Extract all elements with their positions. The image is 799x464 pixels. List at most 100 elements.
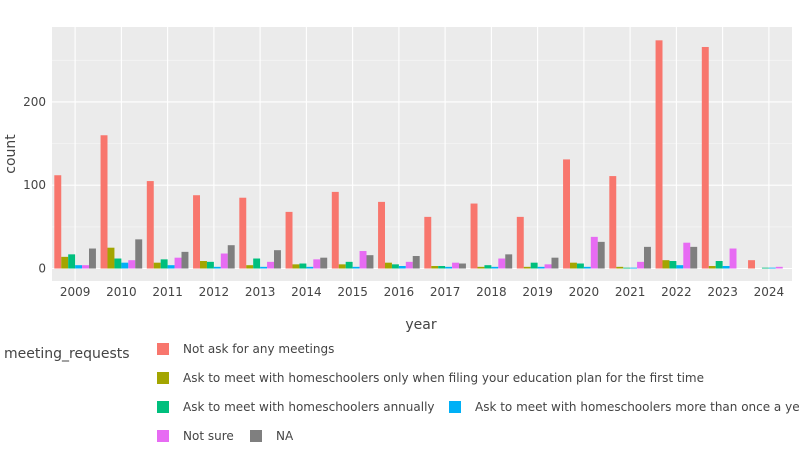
bar (378, 201, 385, 269)
bar (366, 255, 374, 269)
bar (722, 266, 730, 269)
bar (761, 267, 769, 269)
plot-background (52, 27, 792, 281)
bar (338, 264, 346, 269)
bar (239, 197, 247, 269)
bar (424, 216, 432, 269)
bar (477, 266, 485, 269)
x-tick-label: 2017 (430, 285, 461, 299)
y-axis-title: count (3, 134, 19, 174)
grid-minor (52, 59, 792, 228)
bar (438, 266, 446, 269)
legend-entry-label: Ask to meet with homeschoolers only when… (183, 371, 704, 385)
legend-entry-label: Not sure (183, 429, 234, 443)
bar (498, 258, 506, 269)
bar (609, 176, 617, 269)
y-tick-labels: 0 100 200 (23, 95, 46, 276)
bar (274, 250, 281, 269)
bar (576, 263, 584, 269)
bar (563, 159, 570, 269)
bar (352, 266, 360, 269)
x-tick-labels: 2009 2010 2011 2012 2013 2014 2015 2016 2017 2018… (60, 285, 784, 299)
bar (616, 266, 624, 269)
bar (516, 216, 524, 269)
bar (61, 256, 69, 269)
bar (181, 251, 189, 269)
bar (505, 254, 513, 269)
y-tick-label: 200 (23, 95, 46, 109)
x-tick-label: 2018 (476, 285, 507, 299)
bar (644, 246, 651, 269)
bar (597, 241, 605, 269)
bar (391, 264, 399, 269)
bar (359, 251, 367, 269)
bar (445, 266, 453, 269)
bar (299, 263, 307, 269)
bar (715, 261, 723, 269)
bar (167, 265, 175, 269)
x-tick-label: 2014 (291, 285, 322, 299)
legend-entry-label: Ask to meet with homeschoolers annually (183, 400, 435, 414)
legend-swatch (157, 430, 169, 442)
bar (775, 266, 783, 269)
bar (128, 260, 136, 269)
bar (213, 266, 221, 269)
legend-swatch (157, 372, 169, 384)
bar (523, 266, 531, 269)
legend-swatch (449, 401, 461, 413)
bar (313, 259, 321, 269)
bar (676, 265, 684, 269)
bars (54, 40, 783, 269)
bar (570, 262, 577, 269)
bar (431, 266, 439, 269)
bar (267, 261, 274, 269)
bar (174, 257, 182, 269)
bar (459, 263, 466, 269)
bar (491, 266, 499, 269)
bar (412, 256, 420, 269)
bar (405, 261, 413, 269)
bar (544, 264, 552, 269)
y-tick-label: 100 (23, 178, 46, 192)
bar (153, 262, 161, 269)
bar (690, 246, 698, 269)
legend-entry-label: NA (276, 429, 294, 443)
bar (107, 247, 115, 269)
bar (220, 253, 228, 269)
legend-title: meeting_requests (4, 346, 130, 362)
legend-swatch (157, 343, 169, 355)
bar (683, 242, 691, 269)
x-tick-label: 2009 (60, 285, 91, 299)
x-tick-label: 2019 (522, 285, 553, 299)
legend-entry-label: Not ask for any meetings (183, 342, 334, 356)
legend-entry-label: Ask to meet with homeschoolers more than… (475, 400, 799, 414)
bar (398, 266, 406, 269)
bar (227, 245, 235, 269)
bar (260, 266, 268, 269)
grid-major (52, 27, 792, 281)
bar (193, 195, 200, 269)
bar (68, 254, 76, 269)
bar (484, 265, 492, 269)
bar (662, 260, 670, 269)
bar (292, 264, 300, 269)
legend: meeting_requests Not ask for any meeting… (4, 342, 799, 443)
bar (729, 248, 737, 269)
bar (160, 259, 168, 269)
bar (470, 203, 478, 269)
bar (701, 46, 709, 269)
bar (75, 265, 83, 269)
bar (82, 265, 89, 269)
x-tick-label: 2010 (106, 285, 137, 299)
bar (206, 261, 214, 269)
bar (331, 191, 339, 269)
x-tick-label: 2021 (615, 285, 646, 299)
x-axis-title: year (405, 317, 436, 333)
x-tick-label: 2013 (245, 285, 276, 299)
bar (89, 248, 96, 269)
bar (655, 40, 663, 269)
legend-swatch (157, 401, 169, 413)
bar (669, 261, 677, 269)
bar (630, 267, 638, 269)
